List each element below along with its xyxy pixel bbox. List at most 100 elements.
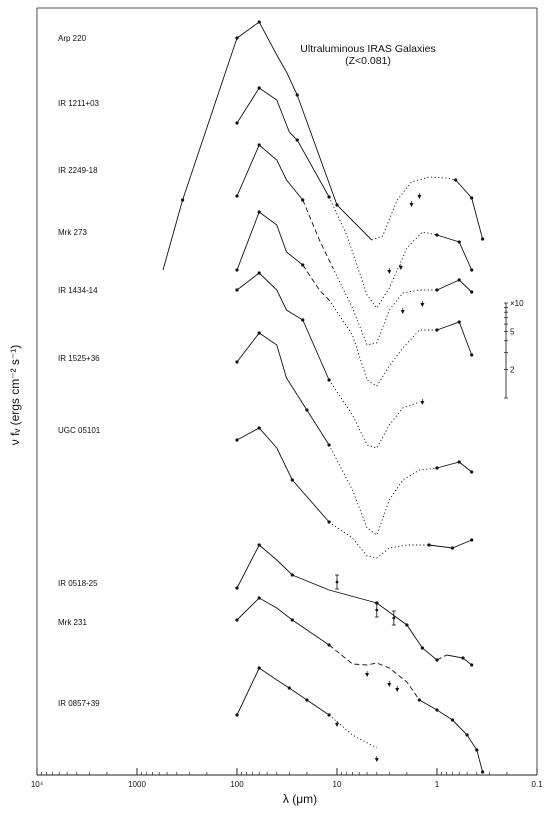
chart-title: Ultraluminous IRAS Galaxies bbox=[300, 43, 435, 55]
series-dashed-segment bbox=[328, 644, 420, 701]
data-point bbox=[257, 210, 261, 214]
data-point bbox=[457, 460, 461, 464]
data-point bbox=[235, 713, 239, 717]
series-dotted-segment bbox=[328, 379, 420, 449]
series-dotted-segment bbox=[328, 299, 437, 387]
data-point bbox=[257, 426, 261, 430]
x-axis-label: λ (μm) bbox=[283, 792, 317, 806]
galaxy-label: Mrk 273 bbox=[58, 228, 87, 237]
data-point bbox=[457, 240, 461, 244]
series-8 bbox=[235, 596, 485, 774]
data-point bbox=[450, 718, 455, 722]
series-dotted-segment bbox=[332, 267, 437, 346]
x-tick-label: 1 bbox=[435, 780, 440, 789]
data-point bbox=[257, 543, 261, 547]
data-point bbox=[301, 198, 305, 202]
galaxy-label: Mrk 231 bbox=[58, 618, 87, 627]
data-point bbox=[470, 268, 474, 272]
series-dashed-segment bbox=[302, 264, 330, 301]
data-point bbox=[457, 320, 461, 324]
data-point bbox=[327, 378, 331, 382]
data-point bbox=[327, 643, 331, 647]
data-point bbox=[392, 616, 396, 620]
data-point bbox=[470, 663, 474, 667]
series-solid-segment bbox=[236, 272, 330, 381]
data-point bbox=[480, 237, 485, 241]
data-point bbox=[180, 198, 185, 202]
data-point bbox=[327, 443, 331, 447]
series-dotted-segment bbox=[371, 176, 456, 241]
data-point bbox=[450, 546, 455, 550]
data-point bbox=[405, 623, 409, 627]
galaxy-label: UGC 05101 bbox=[58, 426, 101, 435]
data-point bbox=[257, 331, 261, 335]
series-solid-segment bbox=[446, 654, 472, 666]
series-3 bbox=[235, 210, 474, 387]
data-point bbox=[235, 586, 239, 590]
x-ticks: 10⁴ 1000 100 10 1 0.1 bbox=[31, 768, 543, 789]
series-dashed-segment bbox=[302, 199, 334, 269]
data-point bbox=[235, 288, 239, 292]
series-solid-segment bbox=[236, 144, 304, 201]
scale-bar: ×10 5 2 bbox=[504, 299, 524, 399]
data-point bbox=[305, 698, 309, 702]
data-point bbox=[301, 263, 305, 267]
data-point bbox=[470, 538, 474, 542]
series-solid-segment bbox=[436, 321, 473, 356]
data-point bbox=[420, 646, 424, 650]
series-solid-segment bbox=[236, 87, 330, 198]
data-point bbox=[290, 618, 294, 622]
galaxy-label: IR 1525+36 bbox=[58, 354, 100, 363]
data-point bbox=[457, 278, 461, 282]
data-point bbox=[335, 203, 339, 207]
x-tick-label: 100 bbox=[230, 780, 244, 789]
series-solid-segment bbox=[436, 234, 473, 271]
data-point bbox=[257, 20, 261, 24]
data-point bbox=[295, 93, 299, 97]
galaxy-label: IR 1434-14 bbox=[58, 286, 98, 295]
data-point bbox=[435, 466, 439, 470]
data-point bbox=[290, 573, 294, 577]
data-point bbox=[470, 290, 474, 294]
data-point bbox=[301, 318, 305, 322]
series-7 bbox=[235, 543, 474, 692]
series-solid-segment bbox=[236, 211, 304, 271]
data-point bbox=[257, 143, 261, 147]
galaxy-label: IR 0857+39 bbox=[58, 699, 100, 708]
x-tick-label: 10 bbox=[333, 780, 342, 789]
data-point bbox=[435, 658, 439, 662]
series-solid-segment bbox=[236, 427, 330, 523]
data-point bbox=[295, 138, 299, 142]
data-point bbox=[480, 770, 485, 774]
data-point bbox=[470, 196, 474, 200]
data-point bbox=[375, 608, 379, 612]
data-point bbox=[435, 328, 439, 332]
series-solid-segment bbox=[455, 179, 484, 240]
data-point bbox=[461, 656, 465, 660]
data-point bbox=[435, 288, 439, 292]
y-axis-label: ν fᵥ (ergs cm⁻² s⁻¹) bbox=[8, 345, 22, 446]
x-tick-label: 1000 bbox=[128, 780, 146, 789]
data-point bbox=[454, 178, 458, 182]
data-point bbox=[257, 271, 261, 275]
data-point bbox=[417, 698, 421, 702]
series-layer bbox=[162, 20, 485, 774]
series-dotted-segment bbox=[328, 714, 378, 749]
series-solid-segment bbox=[236, 544, 438, 661]
series-2 bbox=[235, 143, 474, 346]
data-point bbox=[257, 596, 261, 600]
series-solid-segment bbox=[429, 539, 472, 549]
scale-bar-label: ×10 bbox=[510, 299, 524, 308]
data-point bbox=[327, 195, 331, 199]
data-point bbox=[235, 268, 239, 272]
data-point bbox=[235, 36, 239, 40]
galaxy-label: IR 0518-25 bbox=[58, 579, 98, 588]
data-point bbox=[327, 713, 331, 717]
series-1 bbox=[235, 86, 474, 309]
data-point bbox=[235, 618, 239, 622]
data-point bbox=[290, 478, 294, 482]
data-point bbox=[235, 194, 239, 198]
series-solid-segment bbox=[419, 699, 484, 773]
series-dashed-segment bbox=[436, 654, 447, 661]
